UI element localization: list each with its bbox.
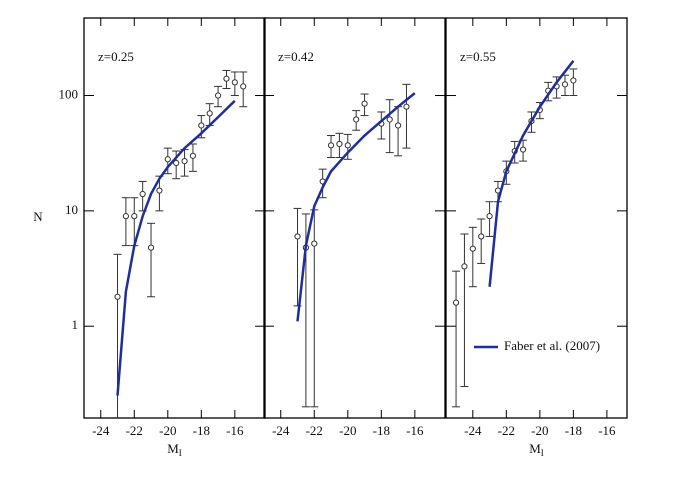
point [223, 75, 230, 82]
panel-annotation: z=0.42 [278, 49, 314, 64]
point [570, 77, 577, 84]
error-bar [121, 197, 130, 247]
point [469, 245, 476, 252]
point [403, 103, 410, 110]
error-bar [460, 233, 469, 388]
point [561, 81, 569, 88]
y-tick-label: 100 [59, 87, 79, 102]
point [214, 92, 222, 99]
error-bar [477, 218, 486, 264]
point [452, 299, 460, 306]
x-tick-label: -20 [531, 423, 548, 438]
error-bar [402, 83, 411, 149]
model-line [488, 60, 575, 287]
point [131, 213, 138, 220]
model-line [296, 92, 416, 322]
x-tick-label: -20 [159, 423, 176, 438]
error-bar [147, 222, 156, 298]
error-bar [310, 209, 319, 408]
x-axis-label-sub: I [541, 448, 544, 458]
point [198, 122, 205, 129]
x-axis-label: MI [167, 441, 182, 458]
error-bar [385, 99, 394, 154]
x-tick-label: -16 [406, 423, 424, 438]
error-bar [452, 270, 461, 408]
point [344, 142, 351, 149]
point [231, 79, 238, 86]
x-tick-label: -22 [498, 423, 515, 438]
x-tick-label: -22 [126, 423, 143, 438]
point [386, 116, 393, 123]
x-tick-label: -18 [373, 423, 390, 438]
point [147, 244, 155, 251]
point [478, 233, 485, 240]
x-axis-label-main: M [167, 441, 179, 456]
point [353, 116, 360, 123]
point [156, 187, 163, 194]
point [173, 159, 180, 167]
point [327, 142, 335, 149]
point [361, 100, 368, 107]
point [336, 140, 343, 148]
y-axis-label: N [33, 209, 43, 224]
x-axis-label-main: M [529, 441, 541, 456]
point [164, 156, 171, 163]
point [486, 213, 493, 220]
panel-frame [263, 17, 446, 419]
point [206, 110, 213, 117]
point [519, 146, 527, 153]
point [461, 263, 468, 270]
point [114, 293, 121, 300]
x-tick-label: -22 [306, 423, 323, 438]
point [122, 213, 129, 220]
x-axis-label: MI [529, 441, 544, 458]
x-tick-label: -16 [226, 423, 244, 438]
x-axis-label-sub: I [179, 448, 182, 458]
x-tick-label: -20 [339, 423, 356, 438]
x-tick-label: -24 [272, 423, 290, 438]
point [394, 122, 402, 129]
point [294, 233, 301, 240]
point [311, 240, 318, 247]
panel-frame [83, 17, 266, 419]
error-bar [394, 106, 403, 157]
point [139, 190, 146, 198]
x-tick-label: -24 [464, 423, 482, 438]
legend-label: Faber et al. (2007) [504, 338, 600, 353]
point [189, 152, 197, 159]
x-tick-label: -18 [193, 423, 210, 438]
error-bar [468, 226, 477, 288]
x-tick-label: -24 [92, 423, 110, 438]
x-tick-label: -18 [565, 423, 582, 438]
y-tick-label: 1 [72, 317, 79, 332]
point [240, 83, 247, 90]
panel-annotation: z=0.25 [98, 49, 134, 64]
panel-annotation: z=0.55 [460, 49, 496, 64]
model-line [116, 99, 236, 396]
point [181, 158, 188, 165]
x-tick-label: -16 [598, 423, 616, 438]
y-tick-label: 10 [65, 202, 78, 217]
panel-frame [445, 17, 628, 419]
